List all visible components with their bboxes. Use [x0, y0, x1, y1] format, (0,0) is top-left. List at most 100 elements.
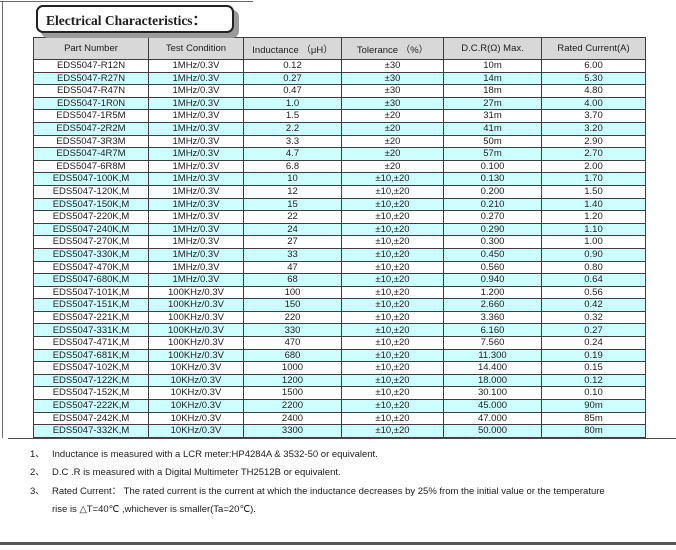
table-row: EDS5047-242K,M 10KHz/0.3V 2400 ±10,±20 47.00… [33, 411, 646, 426]
footnote-marker: 3、 [30, 485, 45, 497]
table-cell: EDS5047-222K,M [33, 399, 149, 413]
table-cell: 100KHz/0.3V [148, 310, 244, 325]
table-cell: EDS5047-101K,M [33, 285, 149, 300]
table-cell: 0.200 [443, 184, 542, 199]
table-cell: 1MHz/0.3V [148, 197, 244, 212]
footnote-text: Rated Current： The rated current is the … [52, 485, 605, 497]
table-cell: 2.2 [243, 121, 342, 136]
table-cell: 1.70 [541, 172, 646, 186]
table-cell: 22 [243, 210, 342, 224]
table-cell: EDS5047-471K,M [33, 336, 149, 350]
table-cell: 100KHz/0.3V [148, 285, 244, 300]
table-cell: 1MHz/0.3V [148, 273, 244, 287]
table-cell: 0.560 [443, 260, 542, 275]
table-cell: EDS5047-3R3M [33, 134, 149, 149]
table-cell: EDS5047-331K,M [33, 323, 149, 338]
table-cell: ±30 [341, 96, 444, 111]
column-header: Tolerance （%） [341, 37, 444, 60]
table-cell: ±10,±20 [341, 235, 444, 249]
table-cell: 18m [443, 84, 542, 98]
footnote-line: 3、 Rated Current： The rated current is th… [30, 486, 670, 498]
table-row: EDS5047-331K,M 100KHz/0.3V 330 ±10,±20 6.160… [33, 323, 646, 338]
table-row: EDS5047-470K,M 1MHz/0.3V 47 ±10,±20 0.560 0.8… [33, 260, 646, 275]
table-cell: 10KHz/0.3V [148, 361, 244, 375]
table-cell: 1MHz/0.3V [148, 109, 244, 123]
table-cell: 150 [243, 298, 342, 312]
table-cell: 27 [243, 235, 342, 249]
table-row: EDS5047-150K,M 1MHz/0.3V 15 ±10,±20 0.210 1.4… [33, 197, 646, 212]
table-row: EDS5047-240K,M 1MHz/0.3V 24 ±10,±20 0.290 1.1… [33, 222, 646, 237]
table-cell: ±20 [341, 109, 444, 123]
table-cell: 1MHz/0.3V [148, 260, 244, 275]
table-cell: EDS5047-220K,M [33, 210, 149, 224]
electrical-characteristics-table: Part Number Test Condition Inductance （μH）… [33, 37, 646, 438]
table-row: EDS5047-152K,M 10KHz/0.3V 1500 ±10,±20 30.10… [33, 386, 646, 401]
table-cell: 1.5 [243, 109, 342, 123]
table-cell: 7.560 [443, 336, 542, 350]
table-cell: ±10,±20 [341, 424, 444, 438]
table-row: EDS5047-101K,M 100KHz/0.3V 100 ±10,±20 1.200… [33, 285, 646, 300]
table-header-row: Part Number Test Condition Inductance （μH）… [33, 37, 646, 60]
table-cell: 1MHz/0.3V [148, 210, 244, 224]
table-cell: 1.40 [541, 197, 646, 212]
table-cell: ±20 [341, 147, 444, 161]
table-cell: ±20 [341, 134, 444, 149]
table-cell: 1.50 [541, 184, 646, 199]
table-cell: ±10,±20 [341, 361, 444, 375]
table-cell: EDS5047-1R5M [33, 109, 149, 123]
table-cell: 3.3 [243, 134, 342, 149]
table-row: EDS5047-3R3M 1MHz/0.3V 3.3 ±20 50m 2.90 [33, 134, 646, 149]
footnote-text: D.C .R is measured with a Digital Multim… [52, 467, 341, 478]
table-cell: 680 [243, 348, 342, 363]
table-cell: 3.360 [443, 310, 542, 325]
table-row: EDS5047-120K,M 1MHz/0.3V 12 ±10,±20 0.200 1.5… [33, 184, 646, 199]
table-cell: 0.47 [243, 84, 342, 98]
table-cell: ±20 [341, 159, 444, 174]
table-cell: 4.00 [541, 96, 646, 111]
table-cell: 45.000 [443, 399, 542, 413]
table-cell: ±10,±20 [341, 260, 444, 275]
table-cell: 50.000 [443, 424, 542, 438]
column-header: Rated Current(A) [541, 37, 646, 60]
table-cell: 2.90 [541, 134, 646, 149]
table-cell: EDS5047-470K,M [33, 260, 149, 275]
table-cell: 47 [243, 260, 342, 275]
table-cell: 0.12 [243, 59, 342, 73]
page-frame-top-line [0, 1, 253, 2]
table-cell: EDS5047-150K,M [33, 197, 149, 212]
table-cell: 0.450 [443, 247, 542, 262]
footnote-text: Inductance is measured with a LCR meter:… [52, 448, 378, 460]
footnotes: 1、 Inductance is measured with a LCR mete… [30, 442, 670, 516]
table-cell: 11.300 [443, 348, 542, 363]
table-cell: 18.000 [443, 373, 542, 388]
table-row: EDS5047-151K,M 100KHz/0.3V 150 ±10,±20 2.660… [33, 298, 646, 312]
table-cell: 24 [243, 222, 342, 237]
table-cell: 1.00 [541, 235, 646, 249]
table-row: EDS5047-220K,M 1MHz/0.3V 22 ±10,±20 0.270 1.2… [33, 210, 646, 224]
table-cell: EDS5047-120K,M [33, 184, 149, 199]
table-row: EDS5047-100K,M 1MHz/0.3V 10 ±10,±20 0.130 1.7… [33, 172, 646, 186]
table-cell: 100 [243, 285, 342, 300]
column-header: Inductance （μH） [243, 37, 342, 60]
table-cell: 2.70 [541, 147, 646, 161]
table-cell: EDS5047-1R0N [33, 96, 149, 111]
table-cell: 10KHz/0.3V [148, 411, 244, 426]
table-cell: 1.200 [443, 285, 542, 300]
footnote-marker: 2、 [30, 467, 45, 478]
table-cell: 1MHz/0.3V [148, 235, 244, 249]
table-cell: ±10,±20 [341, 323, 444, 338]
table-cell: EDS5047-270K,M [33, 235, 149, 249]
table-cell: ±10,±20 [341, 285, 444, 300]
table-cell: 1MHz/0.3V [148, 96, 244, 111]
column-header: Test Condition [148, 37, 244, 60]
table-cell: EDS5047-240K,M [33, 222, 149, 237]
table-cell: EDS5047-R27N [33, 71, 149, 86]
table-cell: ±30 [341, 59, 444, 73]
table-row: EDS5047-332K,M 10KHz/0.3V 3300 ±10,±20 50.00… [33, 424, 646, 438]
table-cell: EDS5047-152K,M [33, 386, 149, 401]
table-cell: 1MHz/0.3V [148, 184, 244, 199]
table-cell: ±10,±20 [341, 172, 444, 186]
table-cell: 2.00 [541, 159, 646, 174]
table-cell: 47.000 [443, 411, 542, 426]
